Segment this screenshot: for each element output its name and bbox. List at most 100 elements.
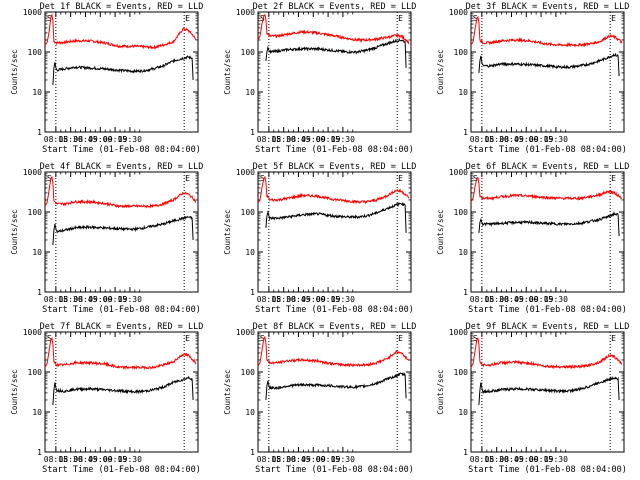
start-marker-label: S — [47, 334, 52, 343]
y-axis-label: Counts/sec — [223, 209, 232, 254]
y-tick-label: 100 — [241, 48, 256, 57]
y-tick-label: 100 — [454, 48, 469, 57]
plot-panel: Det 7f BLACK = Events, RED = LLD 1 10 100 10… — [10, 322, 203, 475]
plot-panel: Det 9f BLACK = Events, RED = LLD 1 10 100 10… — [436, 322, 629, 475]
x-tick-label: 08:15 — [44, 455, 68, 464]
y-tick-label: 100 — [28, 208, 43, 217]
y-tick-label: 10 — [245, 408, 255, 417]
x-tick-label: 08:30 — [485, 455, 509, 464]
x-tick-label: 08:45 — [73, 455, 97, 464]
plot-title: Det 5f BLACK = Events, RED = LLD — [253, 162, 417, 172]
event-rate-line — [52, 215, 194, 246]
x-tick-label: 09:15 — [529, 135, 553, 144]
y-axis-label: Counts/sec — [436, 369, 445, 414]
y-tick-label: 1 — [250, 128, 255, 137]
x-tick-label: 08:15 — [470, 295, 494, 304]
y-tick-label: 10 — [245, 88, 255, 97]
y-tick-label: 1000 — [23, 168, 42, 177]
plot-title: Det 7f BLACK = Events, RED = LLD — [40, 322, 204, 332]
x-tick-label: 09:15 — [316, 455, 340, 464]
lld-rate-line — [470, 15, 623, 48]
end-marker-label: E — [398, 14, 403, 23]
y-tick-label: 1 — [463, 448, 468, 457]
x-tick-label: 09:00 — [88, 135, 112, 144]
y-tick-label: 10 — [245, 248, 255, 257]
x-tick-label: 08:15 — [257, 135, 281, 144]
x-tick-label: 09:00 — [88, 455, 112, 464]
x-tick-label: 08:15 — [257, 295, 281, 304]
x-tick-label: 08:45 — [286, 295, 310, 304]
end-marker-label: E — [398, 174, 403, 183]
x-tick-label: 09:30 — [544, 455, 568, 464]
y-tick-label: 1 — [250, 448, 255, 457]
y-tick-label: 1 — [463, 128, 468, 137]
end-marker-label: E — [611, 334, 616, 343]
x-axis-label: Start Time (01-Feb-08 08:04:00) — [468, 305, 627, 315]
x-axis-label: Start Time (01-Feb-08 08:04:00) — [42, 305, 201, 315]
plot-title: Det 4f BLACK = Events, RED = LLD — [40, 162, 204, 172]
x-tick-label: 08:15 — [44, 295, 68, 304]
lld-rate-line — [44, 175, 197, 209]
x-tick-label: 09:30 — [118, 455, 142, 464]
end-marker-label: E — [185, 14, 190, 23]
y-tick-label: 1000 — [236, 168, 255, 177]
y-tick-label: 10 — [458, 88, 468, 97]
event-rate-line — [52, 55, 194, 86]
end-marker-label: E — [185, 334, 190, 343]
start-marker-label: S — [260, 334, 265, 343]
y-tick-label: 100 — [28, 368, 43, 377]
start-marker-label: S — [473, 14, 478, 23]
plot-panel: Det 3f BLACK = Events, RED = LLD 1 10 100 10… — [436, 2, 629, 155]
end-marker-label: E — [185, 174, 190, 183]
y-tick-label: 10 — [32, 88, 42, 97]
event-rate-line — [478, 211, 620, 237]
y-tick-label: 100 — [28, 48, 43, 57]
start-marker-label: S — [260, 174, 265, 183]
x-tick-label: 08:30 — [59, 295, 83, 304]
plot-frame — [257, 171, 412, 293]
start-marker-label: S — [47, 14, 52, 23]
x-tick-label: 09:30 — [118, 135, 142, 144]
y-tick-label: 1 — [37, 288, 42, 297]
y-axis-label: Counts/sec — [436, 209, 445, 254]
x-tick-label: 09:15 — [103, 455, 127, 464]
start-marker-label: S — [473, 174, 478, 183]
plot-panel: Det 2f BLACK = Events, RED = LLD 1 10 100 10… — [223, 2, 416, 155]
x-tick-label: 08:30 — [272, 135, 296, 144]
x-tick-label: 09:15 — [316, 295, 340, 304]
x-tick-label: 08:30 — [272, 455, 296, 464]
lld-rate-line — [470, 337, 623, 370]
x-tick-label: 09:00 — [88, 295, 112, 304]
x-tick-label: 08:30 — [59, 135, 83, 144]
x-tick-label: 09:00 — [514, 455, 538, 464]
event-rate-line — [265, 37, 407, 68]
x-tick-label: 09:30 — [118, 295, 142, 304]
plot-panel: Det 4f BLACK = Events, RED = LLD 1 10 100 10… — [10, 162, 203, 315]
x-tick-label: 08:45 — [286, 135, 310, 144]
end-marker-label: E — [611, 174, 616, 183]
x-tick-label: 09:15 — [103, 135, 127, 144]
end-marker-label: E — [398, 334, 403, 343]
x-axis-label: Start Time (01-Feb-08 08:04:00) — [255, 145, 414, 155]
y-tick-label: 10 — [458, 248, 468, 257]
x-axis-label: Start Time (01-Feb-08 08:04:00) — [42, 145, 201, 155]
plot-frame — [44, 171, 199, 293]
x-tick-label: 08:30 — [59, 455, 83, 464]
y-axis-label: Counts/sec — [10, 209, 19, 254]
y-axis-label: Counts/sec — [223, 49, 232, 94]
x-tick-label: 08:15 — [44, 135, 68, 144]
x-tick-label: 08:45 — [499, 455, 523, 464]
x-tick-label: 09:00 — [301, 295, 325, 304]
lld-rate-line — [257, 13, 410, 45]
plot-frame — [257, 331, 412, 453]
x-tick-label: 08:15 — [257, 455, 281, 464]
x-axis-label: Start Time (01-Feb-08 08:04:00) — [468, 145, 627, 155]
x-tick-label: 09:15 — [529, 295, 553, 304]
plot-panel: Det 8f BLACK = Events, RED = LLD 1 10 100 10… — [223, 322, 416, 475]
event-rate-line — [52, 375, 194, 406]
lld-rate-line — [257, 175, 410, 205]
x-tick-label: 08:30 — [485, 135, 509, 144]
y-tick-label: 1 — [37, 128, 42, 137]
x-tick-label: 09:00 — [301, 455, 325, 464]
plot-title: Det 2f BLACK = Events, RED = LLD — [253, 2, 417, 12]
